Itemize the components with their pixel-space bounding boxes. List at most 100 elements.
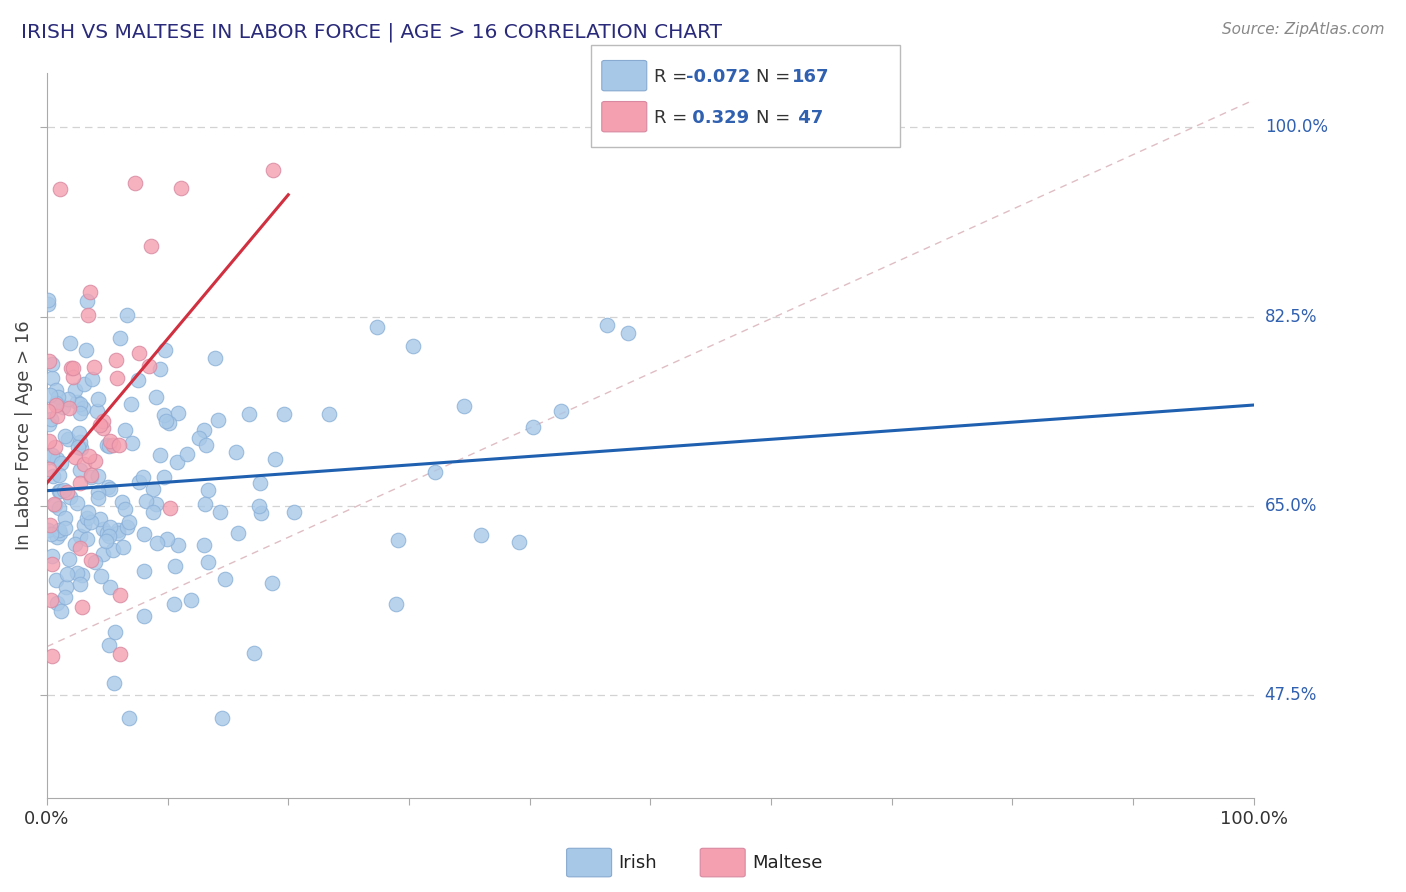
Point	[132, 564, 155, 578]
Point	[69, 463, 91, 477]
Text: R =: R =	[654, 109, 693, 127]
Point	[262, 163, 284, 178]
Point	[45, 452, 67, 467]
Point	[98, 482, 121, 496]
Point	[108, 588, 131, 602]
Point	[58, 401, 80, 415]
Point	[98, 439, 121, 453]
Point	[55, 485, 77, 500]
Point	[67, 425, 90, 440]
Point	[110, 331, 132, 345]
Point	[470, 528, 492, 542]
Point	[132, 609, 155, 624]
Point	[156, 533, 179, 547]
Point	[89, 417, 111, 432]
Point	[115, 519, 138, 533]
Point	[56, 392, 79, 407]
Point	[214, 572, 236, 586]
Point	[197, 483, 219, 498]
Point	[48, 468, 70, 483]
Point	[79, 285, 101, 299]
Point	[453, 399, 475, 413]
Point	[98, 580, 121, 594]
Point	[91, 414, 114, 428]
Point	[37, 403, 59, 417]
Point	[121, 435, 143, 450]
Point	[72, 401, 94, 415]
Point	[208, 505, 231, 519]
Text: R =: R =	[654, 68, 693, 86]
Point	[155, 414, 177, 428]
Point	[128, 475, 150, 489]
Point	[51, 456, 73, 470]
Point	[63, 383, 86, 397]
Point	[69, 441, 91, 455]
Point	[56, 432, 79, 446]
Text: 47.5%: 47.5%	[1265, 686, 1317, 705]
Text: 167: 167	[792, 68, 830, 86]
Point	[79, 515, 101, 529]
Point	[87, 491, 110, 506]
Point	[59, 336, 82, 351]
Point	[70, 600, 93, 615]
Point	[70, 568, 93, 582]
Text: Maltese: Maltese	[752, 854, 823, 871]
Point	[41, 448, 63, 462]
Point	[96, 438, 118, 452]
Point	[107, 438, 129, 452]
Point	[149, 448, 172, 462]
Point	[264, 452, 287, 467]
Point	[73, 377, 96, 392]
Point	[105, 353, 128, 368]
Point	[55, 511, 77, 525]
Point	[77, 450, 100, 464]
Point	[44, 440, 66, 454]
Point	[69, 541, 91, 556]
Point	[72, 518, 94, 533]
Point	[166, 455, 188, 469]
Text: Irish: Irish	[619, 854, 657, 871]
Point	[596, 318, 619, 333]
Point	[167, 538, 190, 552]
Point	[152, 469, 174, 483]
Point	[139, 238, 162, 252]
Point	[49, 483, 72, 498]
Text: N =: N =	[756, 68, 796, 86]
Point	[45, 395, 67, 409]
Point	[159, 500, 181, 515]
Point	[55, 580, 77, 594]
Point	[97, 638, 120, 652]
Point	[66, 440, 89, 454]
Point	[69, 475, 91, 490]
Point	[53, 521, 76, 535]
Point	[55, 567, 77, 582]
Point	[58, 552, 80, 566]
Point	[80, 467, 103, 482]
Point	[96, 525, 118, 540]
Point	[193, 423, 215, 437]
Point	[145, 390, 167, 404]
Point	[75, 343, 97, 358]
Point	[38, 434, 60, 448]
Point	[87, 469, 110, 483]
Point	[84, 454, 107, 468]
Point	[39, 518, 62, 533]
Point	[97, 528, 120, 542]
Point	[46, 390, 69, 404]
Text: N =: N =	[756, 109, 796, 127]
Text: 47: 47	[792, 109, 823, 127]
Point	[77, 505, 100, 519]
Point	[91, 547, 114, 561]
Point	[508, 535, 530, 549]
Point	[38, 354, 60, 368]
Point	[37, 523, 59, 537]
Point	[127, 373, 149, 387]
Point	[100, 434, 122, 448]
Point	[142, 482, 165, 496]
Point	[243, 646, 266, 660]
Point	[38, 417, 60, 431]
Point	[80, 469, 103, 483]
Point	[39, 527, 62, 541]
Point	[273, 407, 295, 421]
Point	[49, 526, 72, 541]
